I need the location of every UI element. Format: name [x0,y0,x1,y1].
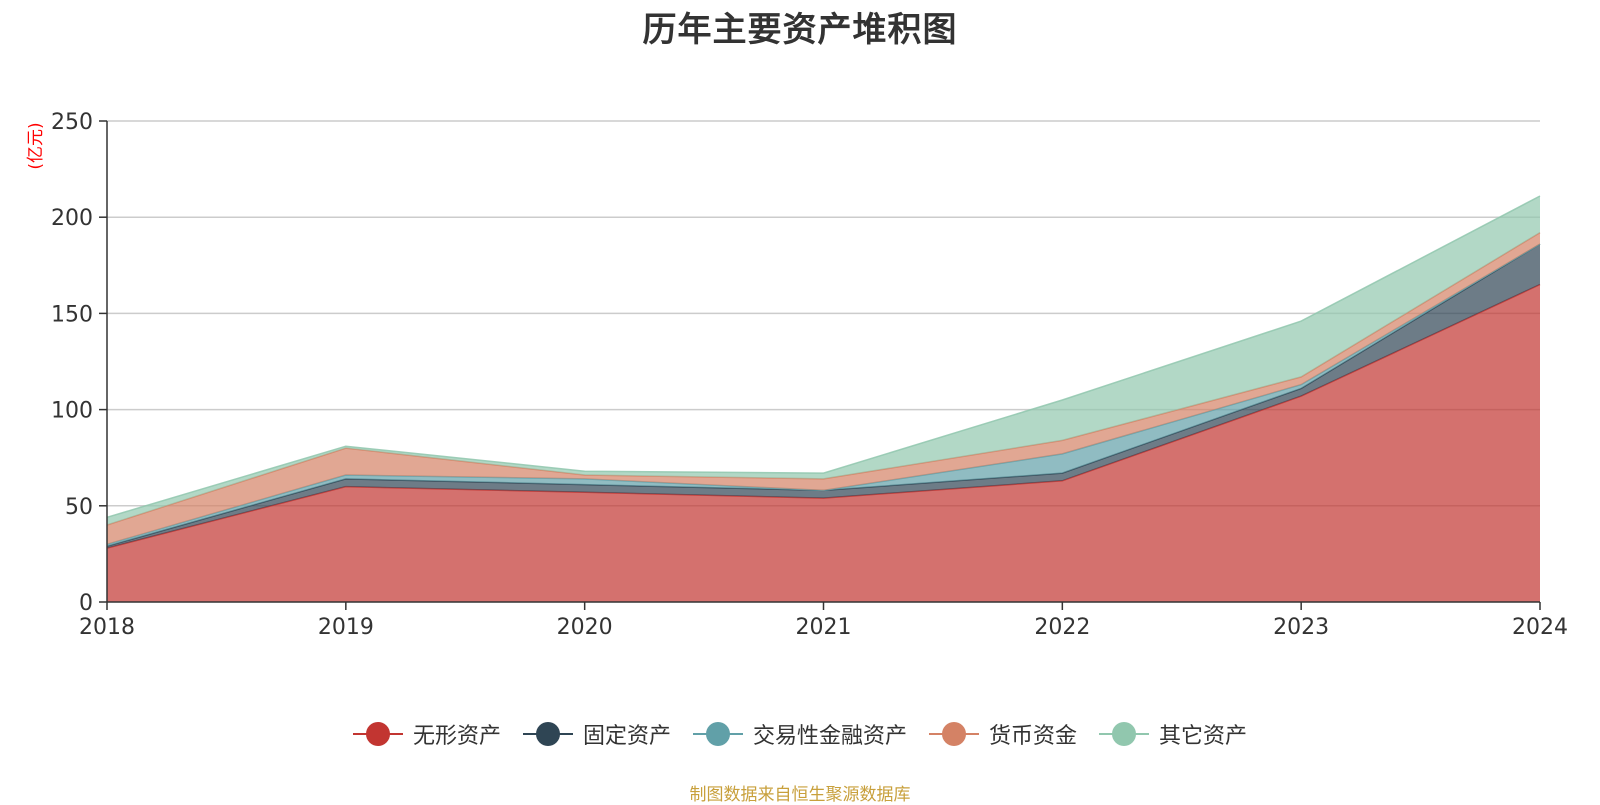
y-tick-label: 250 [51,110,93,135]
legend-dot-icon [705,722,730,746]
y-tick-label: 200 [51,206,93,231]
legend-swatch-icon [522,722,573,746]
legend-item-0[interactable]: 无形资产 [352,718,501,750]
legend-dot-icon [535,722,560,746]
x-tick-label: 2024 [1512,615,1568,640]
area-series-4 [107,196,1540,525]
y-tick-label: 50 [65,495,93,520]
source-note: 制图数据来自恒生聚源数据库 [689,785,911,805]
legend-swatch-icon [929,722,979,746]
y-axis-unit-label: (亿元) [26,122,46,169]
area-series-3 [107,232,1540,545]
x-tick-label: 2021 [796,615,852,640]
series-line-4 [106,195,1541,519]
legend: 无形资产 固定资产 交易性金融资产 货币资金 其它资产 [0,718,1600,750]
chart-title: 历年主要资产堆积图 [642,10,958,50]
area-layer [106,195,1541,602]
area-series-0 [107,284,1540,602]
legend-item-1[interactable]: 固定资产 [522,718,671,750]
x-tick-label: 2022 [1034,615,1090,640]
legend-swatch-icon [1099,722,1150,746]
axis-layer: 0 50 100 150 200 250 2018 2019 2020 2021 2022 2023 2… [51,110,1568,640]
legend-label: 交易性金融资产 [752,724,907,749]
legend-item-3[interactable]: 货币资金 [929,718,1077,750]
legend-label: 固定资产 [582,724,671,749]
legend-item-4[interactable]: 其它资产 [1099,718,1247,750]
x-tick-label: 2019 [318,615,374,640]
legend-dot-icon [1112,722,1137,746]
legend-label: 货币资金 [989,724,1078,749]
x-tick-label: 2023 [1273,615,1329,640]
x-tick-label: 2020 [557,615,613,640]
legend-label: 其它资产 [1159,724,1248,749]
legend-swatch-icon [352,722,403,746]
legend-item-2[interactable]: 交易性金融资产 [692,718,907,750]
y-tick-label: 100 [51,399,93,424]
y-tick-label: 0 [79,591,93,616]
legend-swatch-icon [692,722,743,746]
legend-dot-icon [942,722,966,746]
x-tick-label: 2018 [79,615,135,640]
legend-label: 无形资产 [412,724,501,749]
legend-dot-icon [365,722,390,746]
y-tick-label: 150 [51,302,93,327]
